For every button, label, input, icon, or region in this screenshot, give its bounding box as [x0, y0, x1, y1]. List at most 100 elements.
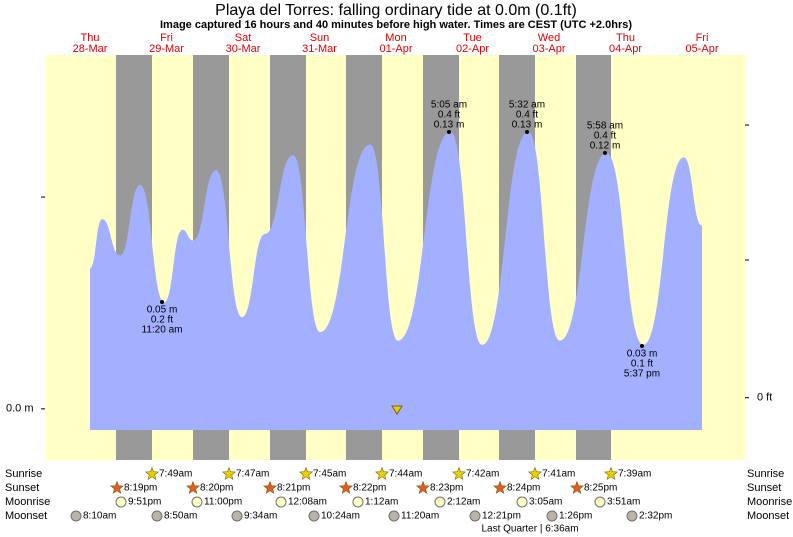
row-time: 7:39am [618, 469, 651, 480]
sun-icon [416, 480, 430, 494]
annotation-text: 11:20 am [142, 325, 183, 336]
annotation-text: 0.13 m [434, 120, 465, 131]
day-name: Sun [310, 32, 330, 44]
moon-icon [70, 510, 82, 522]
row-label: Moonrise [5, 496, 50, 508]
day-name: Mon [385, 32, 406, 44]
annotation-text: 0.4 ft [438, 110, 460, 121]
moon-icon [434, 496, 446, 508]
row-label: Sunset [747, 482, 781, 494]
moon-icon [115, 496, 127, 508]
row-time: 7:42am [466, 469, 499, 480]
extreme-dot [525, 130, 529, 134]
moon-icon [594, 496, 606, 508]
moon-phase: Last Quarter | 6:36am [481, 524, 578, 535]
sun-icon [145, 466, 159, 480]
row-time: 8:24pm [507, 483, 540, 494]
day-date: 01-Apr [379, 43, 412, 55]
annotation-text: 5:58 am [587, 121, 623, 132]
row-time: 10:24am [321, 511, 360, 522]
chart-title: Playa del Torres: falling ordinary tide … [215, 2, 577, 19]
sun-icon [528, 466, 542, 480]
day-name: Wed [538, 32, 560, 44]
moon-icon [191, 496, 203, 508]
annotation-text: 5:32 am [509, 100, 545, 111]
annotation-text: 0.05 m [147, 305, 178, 316]
row-time: 2:32pm [639, 511, 672, 522]
row-label: Sunrise [5, 468, 42, 480]
row-label: Moonrise [747, 496, 792, 508]
row-time: 7:45am [313, 469, 346, 480]
sun-icon [186, 480, 200, 494]
row-time: 2:12am [447, 497, 480, 508]
day-date: 04-Apr [609, 43, 642, 55]
sun-icon [222, 466, 236, 480]
day-date: 05-Apr [685, 43, 718, 55]
sun-icon [339, 480, 353, 494]
moon-icon [308, 510, 320, 522]
day-name: Thu [81, 32, 100, 44]
annotation-text: 5:05 am [431, 100, 467, 111]
day-date: 28-Mar [73, 43, 108, 55]
row-label: Moonset [747, 510, 789, 522]
extreme-dot [640, 344, 644, 348]
tide-area [90, 131, 702, 430]
row-time: 1:26pm [559, 511, 592, 522]
moon-icon [151, 510, 163, 522]
now-marker [391, 405, 403, 415]
day-date: 03-Apr [532, 43, 565, 55]
row-time: 9:51pm [128, 497, 161, 508]
row-time: 7:49am [159, 469, 192, 480]
row-label: Moonset [5, 510, 47, 522]
extreme-dot [603, 151, 607, 155]
row-label: Sunset [5, 482, 39, 494]
row-time: 11:00pm [204, 497, 242, 508]
row-time: 1:12am [365, 497, 398, 508]
annotation-text: 0.4 ft [594, 131, 616, 142]
sun-icon [493, 480, 507, 494]
day-name: Sat [235, 32, 252, 44]
annotation-text: 0.13 m [512, 120, 543, 131]
extreme-dot [160, 300, 164, 304]
row-label: Sunrise [747, 468, 784, 480]
moon-icon [388, 510, 400, 522]
day-name: Tue [463, 32, 482, 44]
row-time: 8:25pm [584, 483, 617, 494]
sun-icon [110, 480, 124, 494]
annotation-text: 0.12 m [590, 141, 621, 152]
day-date: 02-Apr [456, 43, 489, 55]
moon-icon [275, 496, 287, 508]
annotation-text: 0.03 m [627, 349, 658, 360]
row-time: 7:41am [542, 469, 575, 480]
annotation-text: 0.4 ft [516, 110, 538, 121]
row-time: 12:21pm [482, 511, 521, 522]
moon-icon [546, 510, 558, 522]
row-time: 7:47am [236, 469, 269, 480]
moon-icon [516, 496, 528, 508]
day-date: 30-Mar [226, 43, 261, 55]
annotation-text: 5:37 pm [624, 369, 660, 380]
row-time: 8:50am [164, 511, 197, 522]
sun-icon [299, 466, 313, 480]
moon-icon [352, 496, 364, 508]
row-time: 8:20pm [200, 483, 233, 494]
annotation-text: 0.2 ft [151, 315, 173, 326]
row-time: 12:08am [288, 497, 327, 508]
sun-icon [375, 466, 389, 480]
day-date: 31-Mar [302, 43, 337, 55]
day-name: Fri [160, 32, 173, 44]
row-time: 8:23pm [430, 483, 463, 494]
day-name: Thu [616, 32, 635, 44]
row-time: 11:20am [401, 511, 439, 522]
day-name: Fri [696, 32, 709, 44]
chart-subtitle: Image captured 16 hours and 40 minutes b… [160, 19, 632, 31]
annotation-text: 0.1 ft [631, 359, 653, 370]
sun-icon [452, 466, 466, 480]
y2-tick-label: 0 ft [757, 392, 772, 404]
sun-icon [570, 480, 584, 494]
y-tick-label: 0.0 m [6, 403, 34, 415]
row-time: 8:22pm [353, 483, 386, 494]
row-time: 3:51am [607, 497, 640, 508]
day-date: 29-Mar [149, 43, 184, 55]
